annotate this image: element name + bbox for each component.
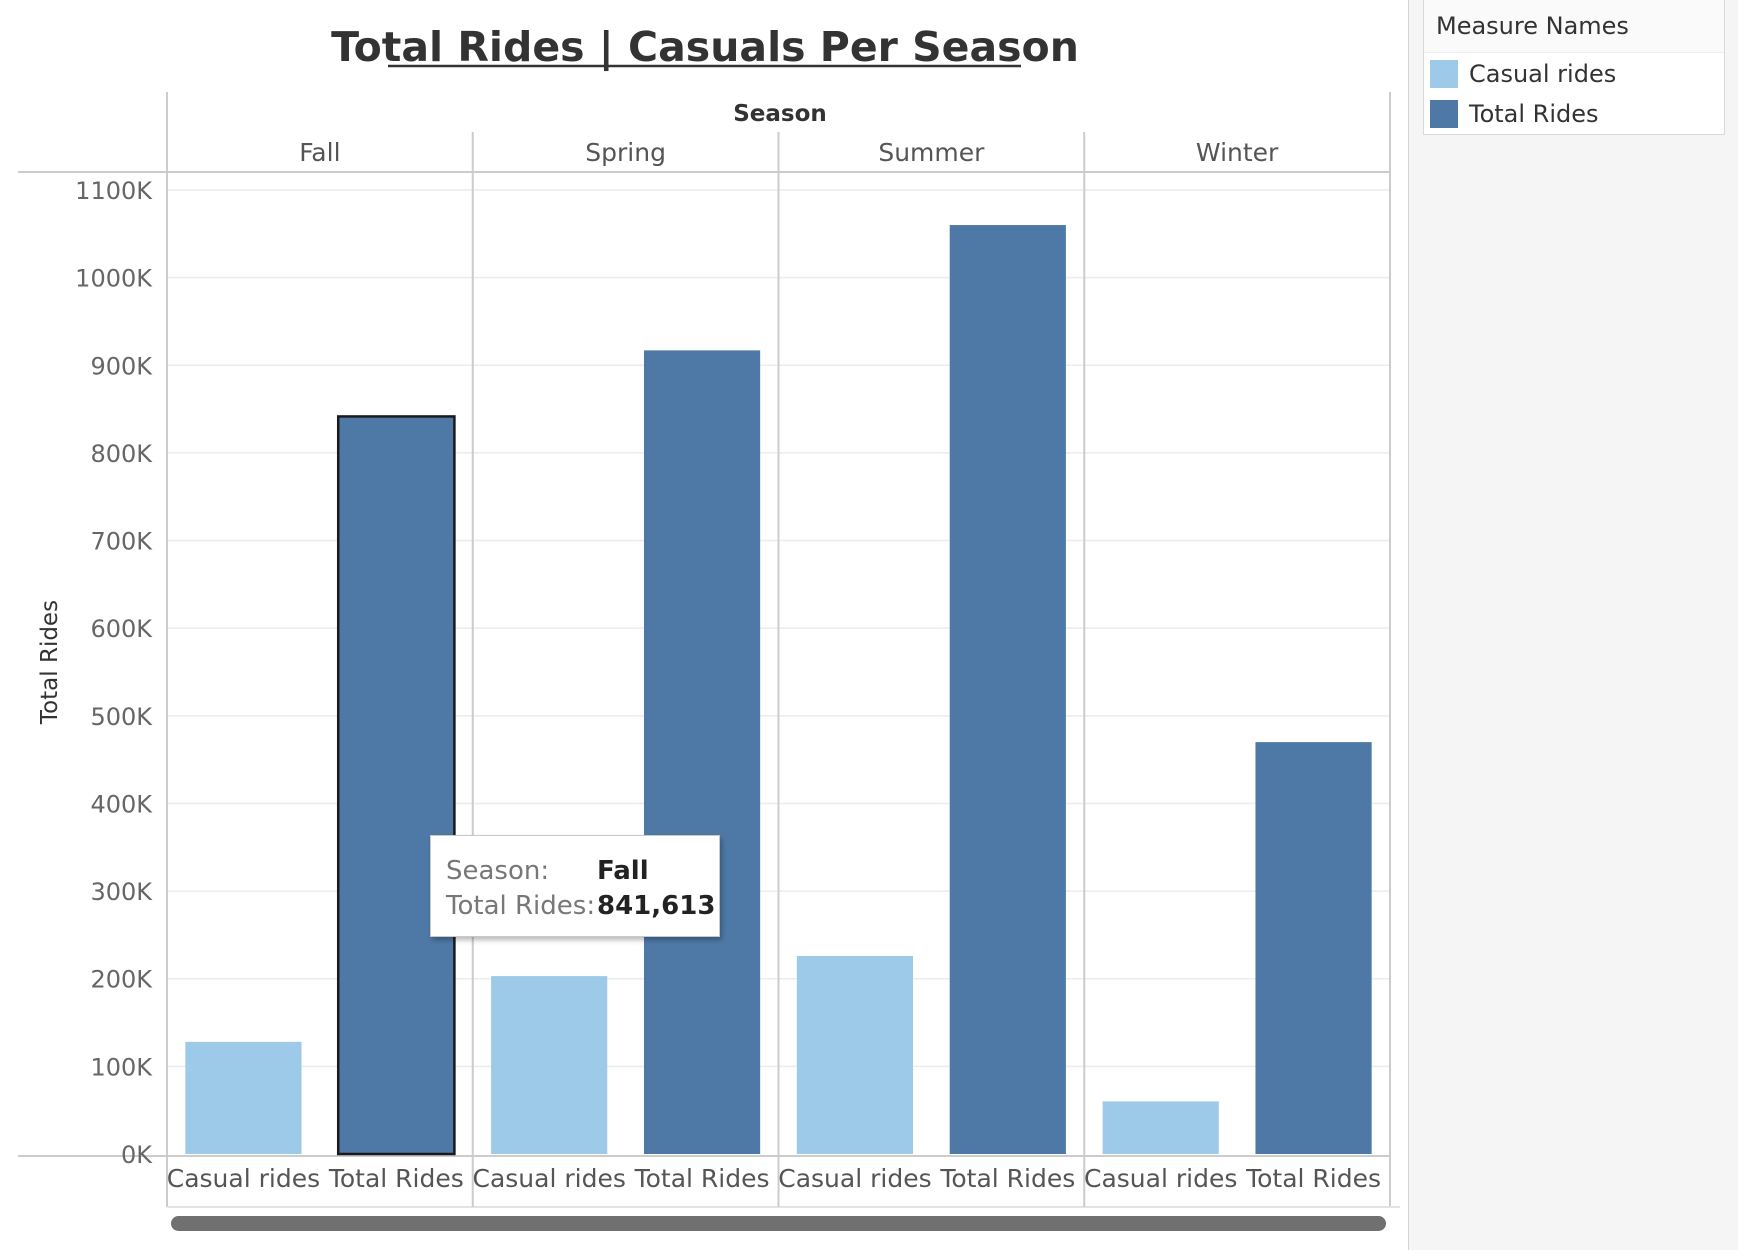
y-tick-label: 0K [121, 1141, 153, 1169]
bar-spring-casual-rides[interactable] [491, 976, 608, 1154]
chart-area: Total Rides | Casuals Per Season Season … [18, 0, 1409, 1250]
y-axis-title: Total Rides [37, 600, 63, 725]
legend-item-total-rides[interactable]: Total Rides [1430, 99, 1599, 129]
y-tick-label: 1100K [75, 177, 153, 205]
measure-label: Casual rides [778, 1164, 931, 1193]
y-tick-label: 100K [90, 1053, 153, 1081]
y-tick-label: 200K [90, 966, 153, 994]
side-panel: Measure Names Casual rides Total Rides [1409, 0, 1738, 1250]
legend-swatch-total-rides [1430, 100, 1458, 128]
tooltip-value-total: 841,613 [597, 891, 716, 921]
tooltip-row-total: Total Rides: 841,613 [446, 889, 715, 923]
measure-label: Total Rides [1245, 1164, 1381, 1193]
y-tick-label: 1000K [75, 265, 153, 293]
measure-labels: Casual rides Total Rides Casual rides Total… [167, 1164, 1381, 1193]
bar-summer-total-rides[interactable] [949, 225, 1066, 1154]
season-label-spring: Spring [585, 138, 666, 167]
y-tick-label: 300K [90, 878, 153, 906]
bars [185, 225, 1372, 1156]
season-labels: Fall Spring Summer Winter [299, 138, 1279, 167]
measure-label: Casual rides [1084, 1164, 1237, 1193]
chart-title: Total Rides | Casuals Per Season [331, 23, 1079, 72]
y-tick-label: 400K [90, 790, 153, 818]
measure-label: Casual rides [473, 1164, 626, 1193]
legend-label-casual-rides: Casual rides [1469, 60, 1617, 88]
horizontal-scrollbar[interactable] [171, 1216, 1386, 1231]
bar-fall-casual-rides[interactable] [185, 1041, 302, 1154]
tooltip-row-season: Season: Fall [446, 854, 649, 888]
measure-label: Total Rides [634, 1164, 770, 1193]
y-tick-label: 800K [90, 440, 153, 468]
bar-fall-total-rides[interactable] [336, 415, 456, 1156]
season-label-summer: Summer [878, 138, 985, 167]
bar-chart: Total Rides | Casuals Per Season Season … [18, 23, 1400, 1208]
legend-label-total-rides: Total Rides [1469, 100, 1599, 128]
bar-winter-casual-rides[interactable] [1102, 1101, 1219, 1154]
legend-title: Measure Names [1424, 0, 1724, 53]
tooltip-key-total: Total Rides: [446, 891, 596, 921]
measure-label: Total Rides [939, 1164, 1075, 1193]
measure-label: Casual rides [167, 1164, 320, 1193]
y-tick-label: 900K [90, 352, 153, 380]
legend-swatch-casual-rides [1430, 60, 1458, 88]
season-label-fall: Fall [299, 138, 340, 167]
y-axis-ticks: 0K 100K 200K 300K 400K 500K 600K 700K 800K 900K 10… [75, 177, 153, 1169]
tooltip-key-season: Season: [446, 856, 550, 886]
tooltip: Season: Fall Total Rides: 841,613 [430, 835, 720, 937]
y-tick-label: 500K [90, 703, 153, 731]
season-label-winter: Winter [1196, 138, 1279, 167]
tooltip-value-season: Fall [597, 856, 649, 886]
y-tick-label: 700K [90, 528, 153, 556]
season-column-header: Season [733, 101, 827, 127]
legend-item-casual-rides[interactable]: Casual rides [1430, 59, 1616, 89]
pane-dividers [18, 92, 1400, 1208]
legend: Measure Names Casual rides Total Rides [1423, 0, 1725, 135]
measure-label: Total Rides [328, 1164, 464, 1193]
bar-summer-casual-rides[interactable] [796, 955, 914, 1154]
y-tick-label: 600K [90, 615, 153, 643]
bar-winter-total-rides[interactable] [1255, 742, 1372, 1154]
bar-spring-total-rides[interactable] [643, 350, 761, 1155]
